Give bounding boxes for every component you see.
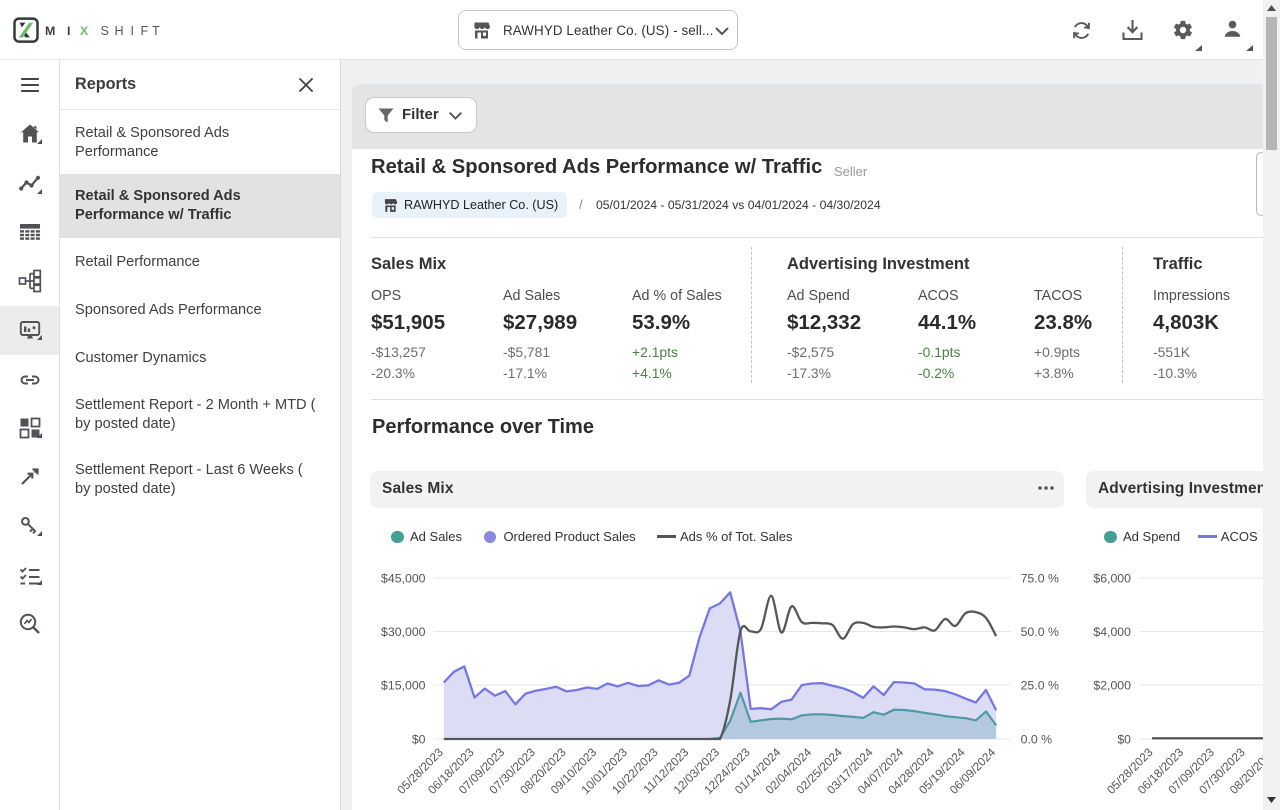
svg-text:$15,000: $15,000 bbox=[381, 678, 426, 692]
svg-text:T: T bbox=[152, 24, 160, 38]
svg-text:$30,000: $30,000 bbox=[381, 625, 426, 639]
svg-text:$45,000: $45,000 bbox=[381, 571, 426, 585]
svg-text:$0: $0 bbox=[1117, 732, 1131, 746]
svg-text:$6,000: $6,000 bbox=[1093, 571, 1131, 585]
svg-text:$4,000: $4,000 bbox=[1093, 625, 1131, 639]
svg-text:0.0 %: 0.0 % bbox=[1021, 732, 1053, 746]
svg-text:$0: $0 bbox=[412, 732, 426, 746]
svg-text:I: I bbox=[67, 24, 70, 38]
svg-text:X: X bbox=[80, 24, 89, 38]
svg-text:I: I bbox=[131, 24, 135, 38]
svg-text:75.0 %: 75.0 % bbox=[1021, 571, 1059, 585]
svg-text:S: S bbox=[101, 24, 109, 38]
svg-text:H: H bbox=[115, 24, 124, 38]
svg-text:M: M bbox=[45, 24, 55, 38]
svg-text:25.0 %: 25.0 % bbox=[1021, 678, 1059, 692]
svg-text:50.0 %: 50.0 % bbox=[1021, 625, 1059, 639]
svg-text:$2,000: $2,000 bbox=[1093, 678, 1131, 692]
svg-text:F: F bbox=[141, 24, 149, 38]
